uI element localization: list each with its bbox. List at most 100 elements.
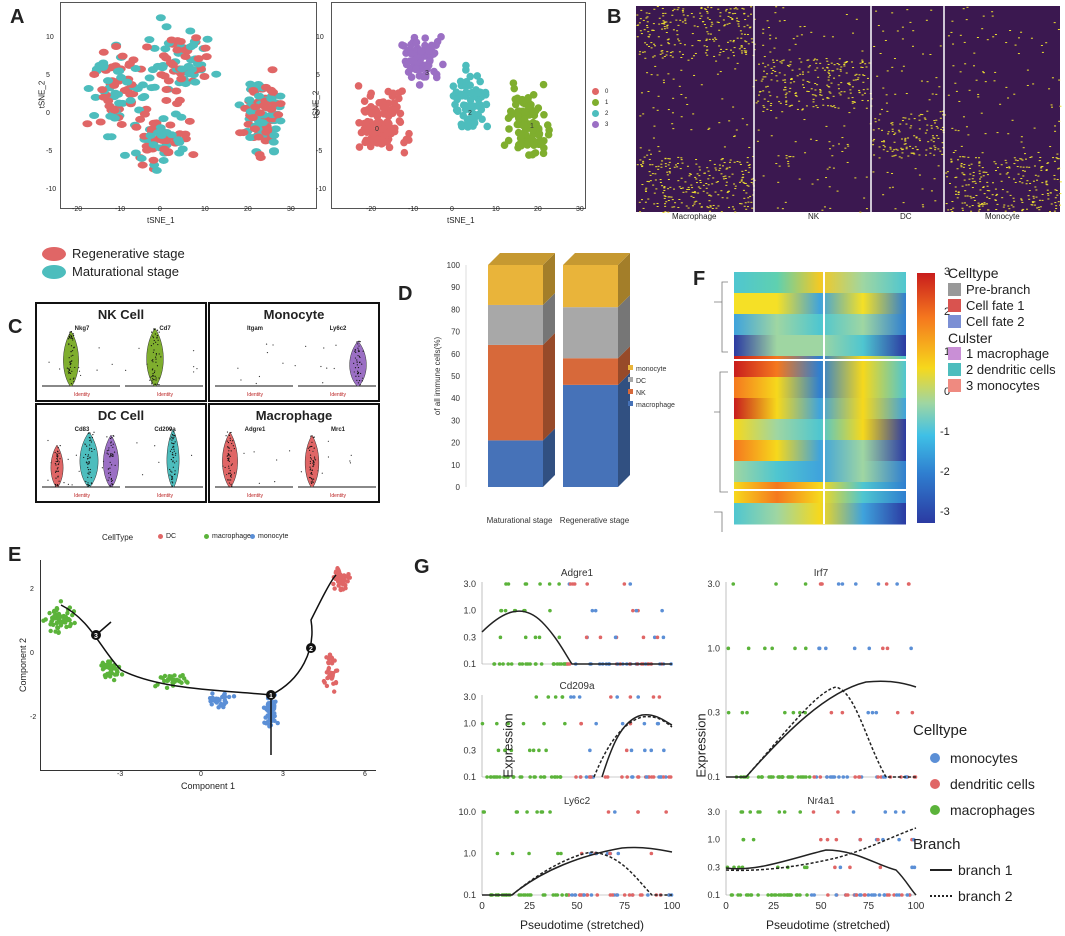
violin-scatter-point bbox=[101, 467, 104, 469]
violin-point bbox=[57, 447, 59, 449]
heatmap-cell bbox=[941, 153, 944, 155]
tsne-point bbox=[131, 123, 142, 131]
gene-expression-point bbox=[741, 837, 746, 842]
heatmap-cell bbox=[1009, 29, 1012, 31]
heatmap-cell bbox=[774, 37, 777, 39]
violin-point bbox=[156, 337, 158, 339]
violin-title-macrophage: Macrophage bbox=[255, 408, 333, 423]
heatmap-cell bbox=[994, 199, 997, 201]
gene-expression-point bbox=[520, 662, 525, 666]
tsne-point bbox=[172, 46, 183, 54]
heatmap-cell bbox=[846, 143, 849, 145]
heatmap-cell bbox=[986, 39, 989, 41]
heatmap-cell bbox=[668, 158, 671, 160]
violin-point bbox=[309, 454, 312, 456]
tsne-cluster-point bbox=[437, 33, 445, 41]
heatmap-cell bbox=[706, 17, 709, 19]
heatmap-cell bbox=[789, 105, 792, 107]
heatmap-cell bbox=[880, 141, 883, 143]
bar-legend-swatch bbox=[628, 401, 633, 406]
heatmap-cell bbox=[699, 169, 702, 171]
heatmap-cell bbox=[1005, 86, 1008, 88]
violin-point bbox=[173, 434, 175, 437]
heatmap-cell bbox=[1040, 169, 1043, 171]
violin-shape bbox=[79, 431, 99, 488]
heatmap-cell bbox=[728, 22, 731, 24]
gene-expression-point bbox=[756, 810, 760, 814]
heatmap-cell bbox=[991, 182, 994, 184]
violin-point bbox=[153, 375, 155, 377]
heatmap-cell bbox=[782, 59, 785, 61]
gene-panel bbox=[481, 582, 673, 666]
pseudotime-row bbox=[734, 293, 906, 315]
heatmap-cell bbox=[763, 106, 766, 108]
gene-expression-point bbox=[628, 695, 633, 699]
heatmap-cell bbox=[738, 161, 741, 163]
trajectory-cell bbox=[164, 685, 170, 691]
celltype-legend-item: dendritic cells bbox=[930, 776, 1035, 792]
heatmap-cell bbox=[812, 59, 815, 61]
violin-point bbox=[88, 462, 90, 465]
heatmap-cell bbox=[1012, 197, 1015, 199]
heatmap-cell bbox=[1041, 51, 1044, 53]
heatmap-cell bbox=[1041, 193, 1044, 195]
heatmap-cell bbox=[909, 21, 912, 23]
violin-scatter-point bbox=[326, 367, 328, 369]
heatmap-cell bbox=[910, 125, 913, 127]
gene-expression-point bbox=[763, 646, 767, 651]
violin-point bbox=[231, 485, 233, 487]
heatmap-cell bbox=[966, 195, 969, 197]
heatmap-cell bbox=[1034, 186, 1037, 188]
violin-point bbox=[228, 460, 230, 462]
heatmap-cell bbox=[1056, 178, 1059, 180]
heatmap-cell bbox=[657, 36, 660, 38]
heatmap-cell bbox=[726, 23, 729, 25]
heatmap-cell bbox=[898, 131, 901, 133]
violin-point bbox=[174, 454, 177, 456]
heatmap-cell bbox=[781, 208, 784, 210]
violin-scatter-point bbox=[333, 367, 335, 370]
gene-expression-point bbox=[620, 721, 625, 726]
heatmap-cell bbox=[709, 206, 712, 208]
violin-point bbox=[171, 481, 173, 483]
branch1-label: branch 1 bbox=[958, 862, 1013, 878]
celltype-legend-item-swatch bbox=[948, 315, 961, 328]
gene-expression-point bbox=[834, 837, 839, 842]
tsne-y-tick: 0 bbox=[46, 110, 50, 117]
heatmap-cell bbox=[678, 85, 681, 87]
heatmap-cell bbox=[873, 138, 876, 140]
heatmap-cell bbox=[948, 182, 951, 184]
heatmap-cell bbox=[833, 105, 836, 107]
heatmap-cell bbox=[749, 195, 752, 197]
heatmap-cell bbox=[938, 86, 941, 88]
violin-point bbox=[113, 451, 116, 453]
gene-expression-point bbox=[523, 635, 528, 640]
gene-expression-point bbox=[740, 810, 745, 814]
heatmap-cell bbox=[1013, 211, 1016, 213]
heatmap-cell bbox=[728, 12, 731, 14]
violin-point bbox=[310, 458, 313, 460]
heatmap-cell bbox=[814, 89, 817, 91]
heatmap-cell bbox=[676, 162, 679, 164]
trajectory-legend-item: monocyte bbox=[250, 533, 288, 540]
heatmap-cell bbox=[994, 199, 997, 201]
heatmap-cell bbox=[663, 26, 666, 28]
heatmap-cell bbox=[676, 9, 679, 11]
gene-expression-point bbox=[862, 893, 867, 897]
heatmap-cell bbox=[690, 195, 693, 197]
trajectory-cell bbox=[113, 666, 118, 671]
heatmap-cell bbox=[687, 59, 690, 61]
heatmap-cell bbox=[812, 106, 815, 108]
violin-gene-label: Adgre1 bbox=[245, 427, 266, 433]
violin-point bbox=[171, 485, 174, 487]
violin-point bbox=[110, 477, 113, 480]
heatmap-cell bbox=[902, 148, 905, 150]
heatmap-cell bbox=[847, 97, 850, 99]
tsne-x-tick: 10 bbox=[492, 206, 500, 213]
heatmap-cell bbox=[767, 26, 770, 28]
heatmap-cell bbox=[941, 126, 944, 128]
heatmap-cell bbox=[1046, 189, 1049, 191]
violin-shape bbox=[50, 444, 64, 488]
heatmap-cell bbox=[715, 207, 718, 209]
